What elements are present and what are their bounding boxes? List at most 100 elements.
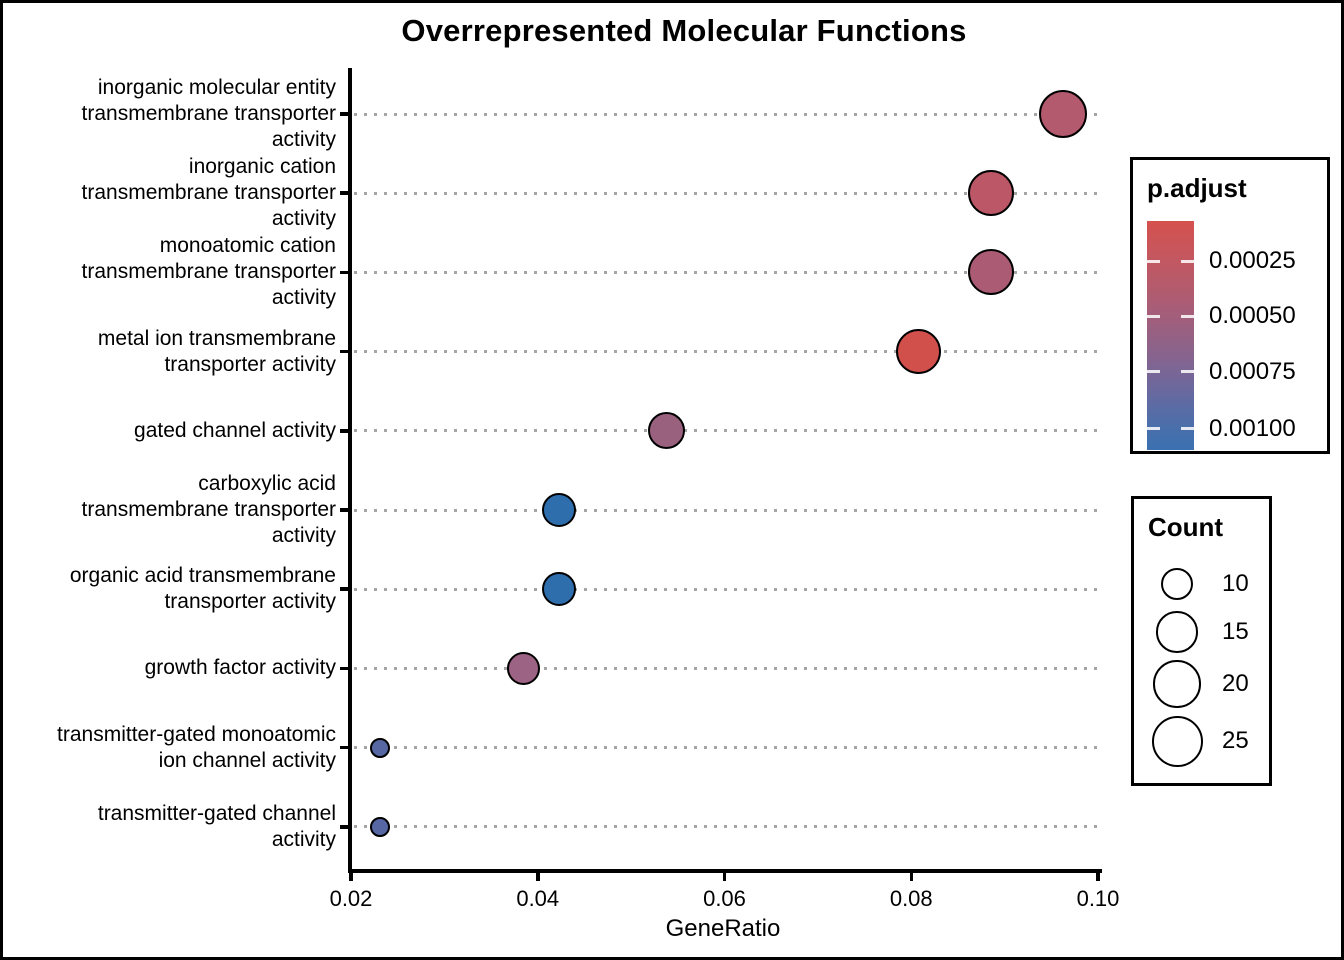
y-axis-label-line: organic acid transmembrane <box>69 564 336 588</box>
y-axis-label: inorganic cation transmembrane transporte… <box>0 154 336 232</box>
y-axis-label-line: inorganic cation <box>188 155 336 179</box>
gridline <box>354 270 1098 274</box>
colorbar-tick-label: 0.00050 <box>1209 302 1296 330</box>
colorbar-tick <box>1181 370 1194 374</box>
y-axis-label-line: activity <box>271 207 336 231</box>
legend-padjust-title: p.adjust <box>1147 173 1247 203</box>
colorbar-tick-label: 0.00075 <box>1209 357 1296 385</box>
x-tick-label: 0.06 <box>703 886 746 911</box>
y-axis-label-line: inorganic molecular entity <box>97 76 336 99</box>
y-axis-label: carboxylic acid transmembrane transporter… <box>0 471 336 549</box>
legend-padjust: p.adjust 0.00025 0.00050 0.00075 0.00100 <box>1130 157 1330 454</box>
y-tick <box>340 429 348 433</box>
y-tick <box>340 587 348 591</box>
y-axis-label-line: transporter activity <box>164 352 336 376</box>
y-axis-label-line: growth factor activity <box>144 656 336 680</box>
data-point <box>967 170 1014 217</box>
data-point <box>542 572 577 607</box>
colorbar-tick <box>1147 314 1160 318</box>
gridline <box>354 825 1098 829</box>
y-axis-label-line: activity <box>271 128 336 151</box>
y-tick <box>340 112 348 116</box>
y-axis-label-line: activity <box>271 827 336 851</box>
colorbar-tick <box>1181 427 1194 431</box>
y-axis-label-line: carboxylic acid <box>198 472 336 495</box>
y-tick <box>340 825 348 829</box>
gridline <box>354 746 1098 750</box>
colorbar-tick <box>1181 314 1194 318</box>
data-point <box>507 651 541 685</box>
y-axis-label-line: monoatomic cation <box>159 234 336 258</box>
colorbar-tick <box>1147 259 1160 263</box>
y-axis-label-line: transmembrane transporter <box>81 102 336 125</box>
size-legend-circle <box>1160 567 1194 601</box>
size-legend-label: 15 <box>1222 618 1249 645</box>
y-axis-label-line: transmitter-gated monoatomic <box>57 722 336 746</box>
y-axis-label-line: transmembrane transporter <box>81 260 336 284</box>
data-point <box>369 816 390 837</box>
gridline <box>354 350 1098 354</box>
x-axis-line <box>348 869 1102 873</box>
gridline <box>354 666 1098 670</box>
size-legend-label: 20 <box>1222 670 1249 697</box>
y-axis-label-line: ion channel activity <box>158 748 336 772</box>
y-axis-label: monoatomic cation transmembrane transport… <box>0 233 336 311</box>
data-point <box>542 493 577 527</box>
y-axis-label: transmitter-gated monoatomic ion channel … <box>0 722 336 774</box>
y-tick <box>340 270 348 275</box>
x-tick <box>722 872 727 881</box>
x-tick-label: 0.04 <box>516 886 560 911</box>
data-point <box>896 329 942 375</box>
gridline <box>354 508 1098 512</box>
gridline <box>354 112 1098 116</box>
y-axis-label: metal ion transmembrane transporter activ… <box>0 326 336 378</box>
y-axis-label: gated channel activity <box>0 418 336 444</box>
y-axis-label: organic acid transmembrane transporter ac… <box>0 563 336 615</box>
legend-count: Count 10 15 20 25 <box>1131 496 1272 786</box>
size-legend-label: 10 <box>1222 570 1249 597</box>
x-tick <box>1096 872 1100 881</box>
y-tick <box>340 191 348 195</box>
colorbar-tick-label: 0.00100 <box>1209 414 1296 442</box>
x-axis-title: GeneRatio <box>665 915 781 942</box>
chart-title: Overrepresented Molecular Functions <box>401 13 967 48</box>
y-axis-label: growth factor activity <box>0 655 336 681</box>
x-tick <box>536 872 540 881</box>
colorbar-tick <box>1181 259 1194 263</box>
x-tick <box>909 872 913 881</box>
y-tick <box>340 349 348 354</box>
y-axis-line <box>348 68 352 873</box>
y-axis-label: transmitter-gated channel activity <box>0 801 336 853</box>
y-axis-label-line: activity <box>271 524 336 547</box>
colorbar-tick-label: 0.00025 <box>1209 247 1296 275</box>
padjust-colorbar <box>1147 221 1194 450</box>
colorbar-tick <box>1147 427 1160 431</box>
x-tick-label: 0.02 <box>329 886 373 911</box>
y-axis-label-line: metal ion transmembrane <box>97 326 336 350</box>
size-legend-circle <box>1151 715 1203 767</box>
size-legend-circle <box>1153 660 1201 708</box>
gridline <box>354 191 1098 195</box>
y-axis-label-line: transmembrane transporter <box>81 181 336 205</box>
x-tick <box>349 872 353 881</box>
y-axis-label-line: transmitter-gated channel <box>97 801 336 825</box>
y-tick <box>340 666 348 671</box>
size-legend-circle <box>1156 611 1198 653</box>
data-point <box>967 249 1014 296</box>
colorbar-tick <box>1147 370 1160 374</box>
size-legend-label: 25 <box>1222 727 1249 754</box>
y-axis-label-line: transmembrane transporter <box>81 498 336 521</box>
y-axis-label-line: gated channel activity <box>134 418 336 442</box>
gridline <box>354 429 1098 433</box>
y-tick <box>340 508 348 512</box>
data-point <box>648 412 686 450</box>
gridline <box>354 587 1098 591</box>
data-point <box>1038 90 1087 138</box>
data-point <box>369 737 390 758</box>
y-axis-label-line: activity <box>271 286 336 310</box>
x-tick-label: 0.08 <box>889 886 933 911</box>
y-axis-label-line: transporter activity <box>164 590 336 614</box>
y-tick <box>340 745 348 750</box>
y-axis-label: inorganic molecular entity transmembrane … <box>0 75 336 153</box>
